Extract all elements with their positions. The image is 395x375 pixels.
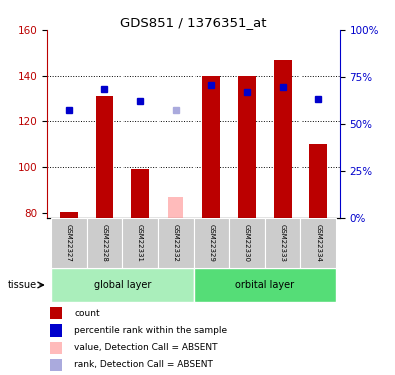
Bar [301,217,336,268]
Bar [50,324,62,336]
Text: GSM22332: GSM22332 [173,224,179,262]
Text: GSM22331: GSM22331 [137,224,143,262]
Text: GSM22330: GSM22330 [244,224,250,262]
Title: GDS851 / 1376351_at: GDS851 / 1376351_at [120,16,267,29]
Bar [168,197,183,217]
Bar [87,217,122,268]
Bar [203,76,220,217]
Text: orbital layer: orbital layer [235,280,294,290]
Bar [50,342,62,354]
Bar [50,308,62,320]
Text: GSM22333: GSM22333 [280,224,286,262]
Bar [50,358,62,371]
Bar [229,217,265,268]
Text: percentile rank within the sample: percentile rank within the sample [74,326,228,335]
Bar [309,144,327,218]
Bar [60,212,78,217]
Bar [265,217,301,268]
Text: GSM22329: GSM22329 [209,224,214,262]
Bar [194,217,229,268]
Text: value, Detection Call = ABSENT: value, Detection Call = ABSENT [74,343,218,352]
Text: GSM22327: GSM22327 [66,224,72,262]
Bar [96,96,113,218]
Text: tissue: tissue [8,280,37,290]
Bar [238,76,256,217]
Bar [51,217,87,268]
Text: GSM22334: GSM22334 [315,224,321,262]
Text: global layer: global layer [94,280,151,290]
Bar [194,268,336,302]
Bar [274,60,292,217]
Text: GSM22328: GSM22328 [102,224,107,262]
Bar [122,217,158,268]
Bar [51,268,194,302]
Bar [158,217,194,268]
Text: count: count [74,309,100,318]
Bar [131,170,149,217]
Text: rank, Detection Call = ABSENT: rank, Detection Call = ABSENT [74,360,213,369]
